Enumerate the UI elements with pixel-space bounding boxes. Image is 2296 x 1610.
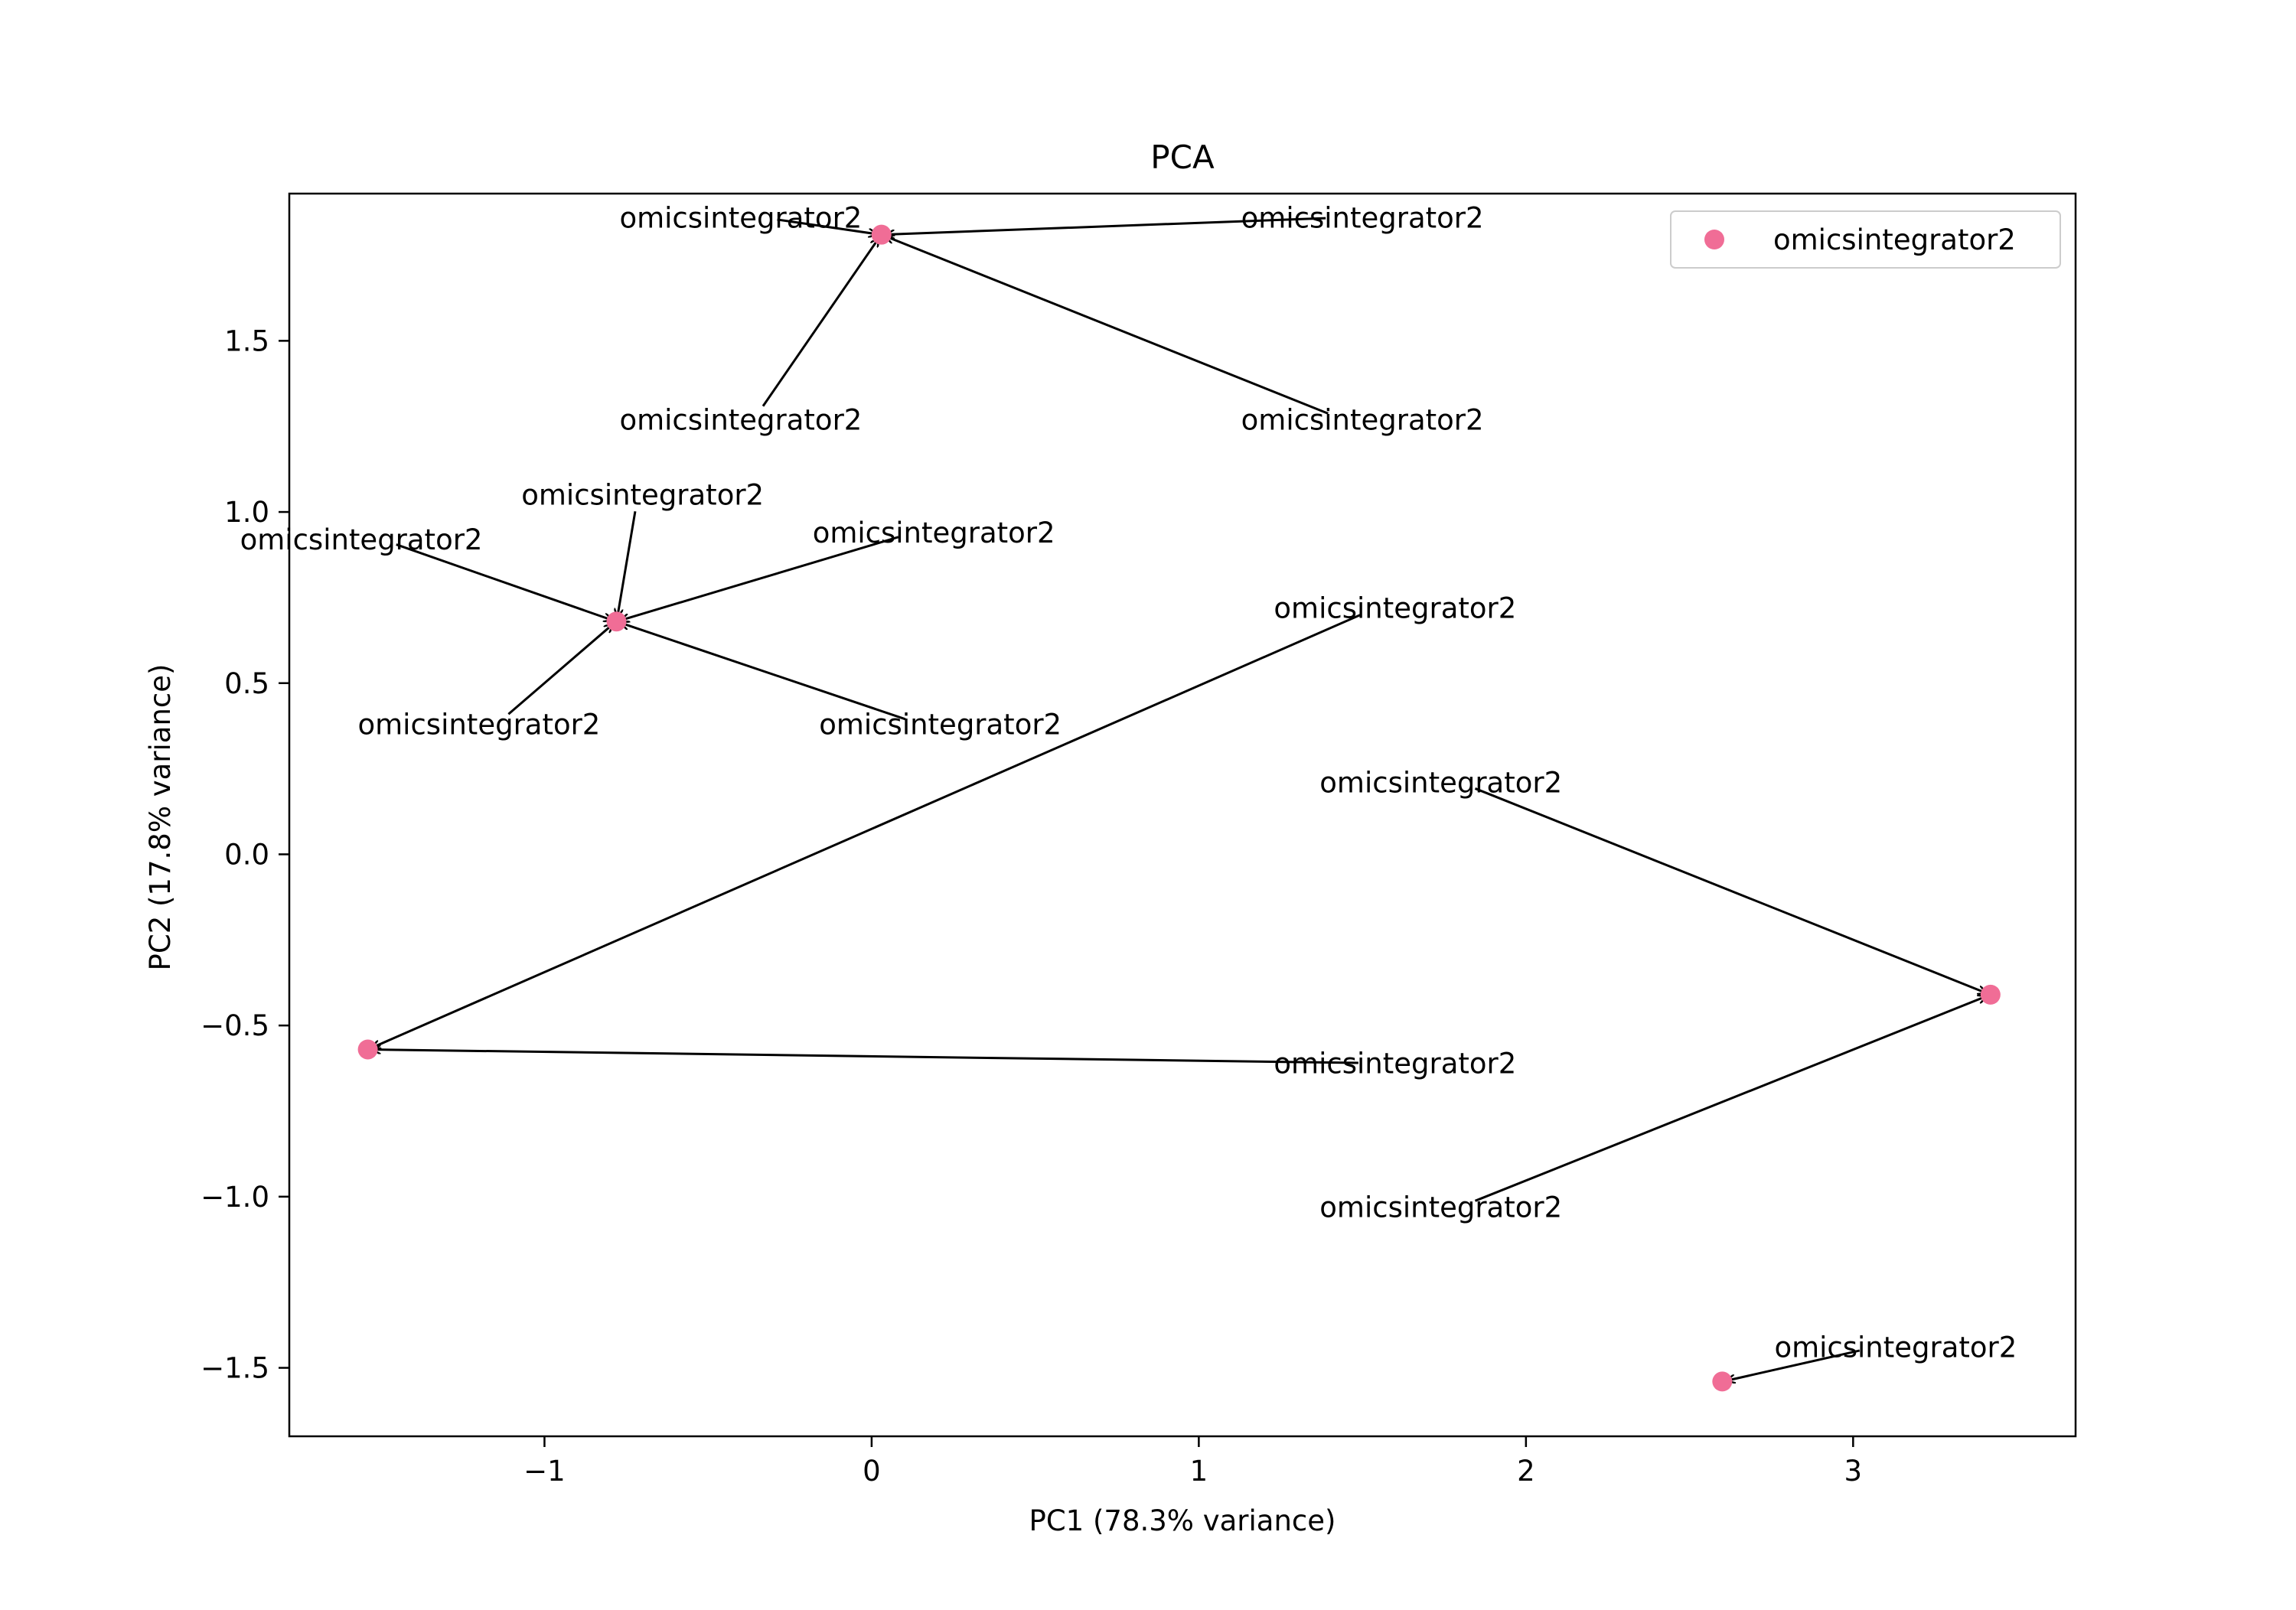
data-point bbox=[357, 1039, 378, 1060]
annotation-label: omicsintegrator2 bbox=[1274, 592, 1516, 624]
annotation-label: omicsintegrator2 bbox=[1241, 403, 1484, 436]
axis-ticks: −1 0 1 2 3 −1.5 −1.0 −0.5 0.0 0.5 1.0 1.5 bbox=[201, 324, 1862, 1488]
y-tick-label: 0.5 bbox=[224, 667, 269, 700]
chart-title: PCA bbox=[1150, 139, 1215, 176]
annotation-arrow bbox=[762, 238, 879, 407]
x-tick-label: 2 bbox=[1517, 1455, 1535, 1488]
y-tick-label: 0.0 bbox=[224, 838, 269, 871]
annotation-label: omicsintegrator2 bbox=[240, 523, 483, 556]
y-tick-label: 1.5 bbox=[224, 324, 269, 357]
annotation-arrow bbox=[372, 613, 1362, 1048]
annotation-arrow bbox=[507, 624, 612, 715]
x-tick-label: −1 bbox=[523, 1455, 566, 1488]
annotation-arrow bbox=[1474, 787, 1986, 992]
legend-box bbox=[1670, 210, 2061, 269]
y-tick-label: −1.5 bbox=[201, 1352, 269, 1385]
data-points bbox=[357, 224, 2001, 1392]
x-tick-label: 1 bbox=[1190, 1455, 1208, 1488]
annotation-label: omicsintegrator2 bbox=[813, 517, 1055, 549]
annotation-arrow bbox=[373, 1050, 1358, 1064]
annotation-label: omicsintegrator2 bbox=[521, 479, 764, 512]
data-point bbox=[1980, 984, 2001, 1005]
annotation-label: omicsintegrator2 bbox=[1274, 1047, 1516, 1080]
annotation-label: omicsintegrator2 bbox=[819, 708, 1062, 741]
legend: omicsintegrator2 bbox=[1670, 210, 2061, 269]
x-tick-label: 0 bbox=[863, 1455, 881, 1488]
x-axis-label: PC1 (78.3% variance) bbox=[1029, 1504, 1336, 1537]
y-tick-label: −0.5 bbox=[201, 1009, 269, 1042]
data-point bbox=[1712, 1371, 1733, 1392]
plot-area-frame bbox=[288, 192, 2077, 1438]
annotation-arrow bbox=[621, 623, 906, 721]
annotation-label: omicsintegrator2 bbox=[1319, 1191, 1562, 1224]
annotation-arrow bbox=[396, 543, 612, 621]
annotation-label: omicsintegrator2 bbox=[1241, 201, 1484, 234]
y-axis-label: PC2 (17.8% variance) bbox=[144, 664, 177, 971]
annotation-arrow bbox=[1474, 996, 1986, 1202]
data-point bbox=[871, 224, 892, 245]
annotation-label: omicsintegrator2 bbox=[619, 403, 862, 436]
annotation-arrow bbox=[618, 510, 637, 617]
annotation-label: omicsintegrator2 bbox=[619, 201, 862, 234]
y-tick-label: −1.0 bbox=[201, 1181, 269, 1214]
annotation-label: omicsintegrator2 bbox=[1319, 766, 1562, 799]
annotation-arrows bbox=[372, 217, 1986, 1380]
annotation-arrow bbox=[886, 217, 1326, 234]
annotation-arrow bbox=[621, 536, 899, 621]
data-point bbox=[606, 611, 627, 632]
annotation-label: omicsintegrator2 bbox=[1774, 1331, 2017, 1364]
annotation-label: omicsintegrator2 bbox=[358, 708, 601, 741]
y-tick-label: 1.0 bbox=[224, 496, 269, 529]
legend-label: omicsintegrator2 bbox=[1773, 223, 2016, 256]
annotation-arrow bbox=[1727, 1349, 1861, 1380]
legend-marker bbox=[1704, 230, 1724, 249]
x-tick-label: 3 bbox=[1844, 1455, 1863, 1488]
annotation-arrow bbox=[885, 236, 1329, 415]
annotation-arrow bbox=[777, 218, 877, 234]
annotation-labels: omicsintegrator2 omicsintegrator2 omicsint… bbox=[240, 201, 2017, 1364]
